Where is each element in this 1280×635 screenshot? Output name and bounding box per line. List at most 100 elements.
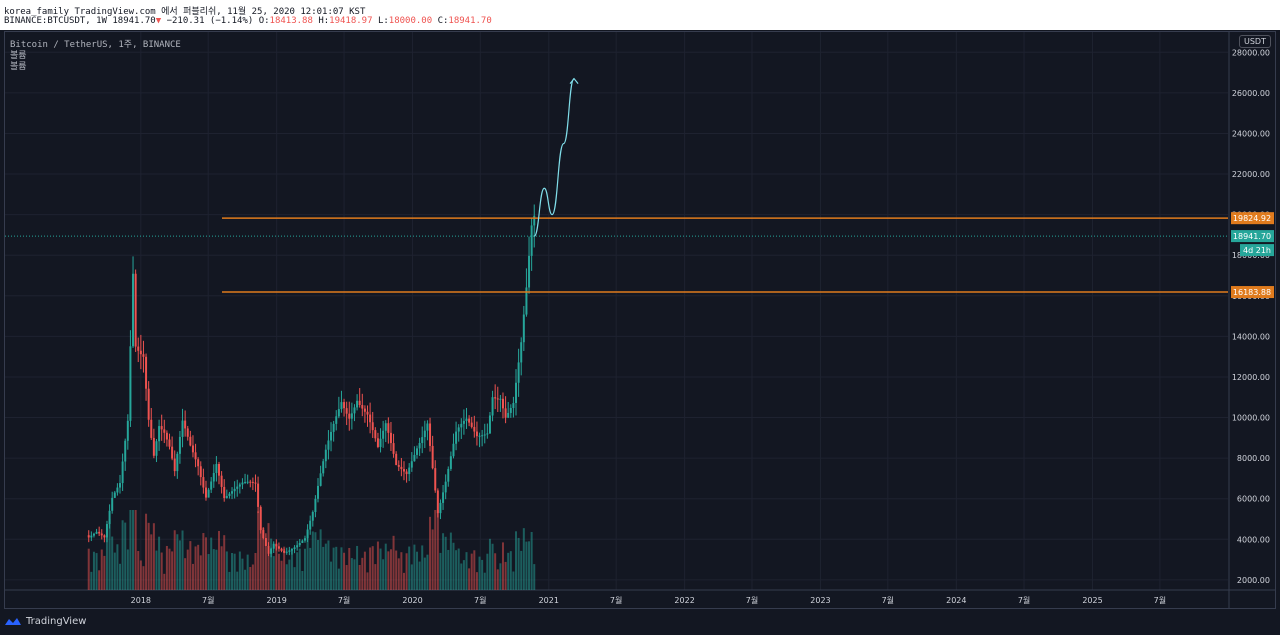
candle-body <box>337 409 340 417</box>
volume-bar <box>436 510 439 590</box>
y-tick-label: 14000.00 <box>1232 332 1270 341</box>
price-chart[interactable]: 2000.00 4000.00 6000.00 8000.00 10000.00 1200… <box>0 0 1280 610</box>
tradingview-icon <box>5 617 21 625</box>
volume-bar <box>139 560 142 590</box>
volume-bar <box>402 572 405 590</box>
volume-bar <box>181 530 184 590</box>
volume-bar <box>358 564 361 590</box>
volume-bar <box>452 542 455 590</box>
candle-body <box>319 473 322 486</box>
candle-body <box>228 493 231 496</box>
volume-bar <box>176 534 179 590</box>
volume-bar <box>447 549 450 590</box>
candle-body <box>220 475 223 487</box>
candle-body <box>301 540 304 543</box>
volume-bar <box>155 550 158 590</box>
volume-bar <box>400 552 403 590</box>
publish-info: korea_family TradingView.com 에서 퍼블리쉬, 11… <box>4 7 366 17</box>
volume-bar <box>275 545 278 590</box>
candle-body <box>129 346 132 421</box>
volume-bar <box>197 544 200 590</box>
candle-body <box>277 546 280 549</box>
volume-bar <box>126 549 129 590</box>
candle-body <box>186 428 189 437</box>
volume-bar <box>150 534 153 590</box>
candle-body <box>395 453 398 465</box>
volume-bar <box>283 546 286 590</box>
volume-bar <box>98 570 101 590</box>
currency-badge[interactable]: USDT <box>1239 35 1271 48</box>
footer <box>0 610 1280 635</box>
candle-body <box>358 400 361 405</box>
volume-bar <box>238 551 241 590</box>
low-label: L: <box>377 16 389 26</box>
candle-body <box>504 408 507 418</box>
volume-bar <box>186 549 189 590</box>
volume-bar <box>241 558 244 590</box>
volume-bar <box>90 571 93 590</box>
candle-body <box>335 416 338 424</box>
projection-curve <box>533 78 575 237</box>
candle-body <box>530 225 533 256</box>
candle-body <box>348 413 351 419</box>
candle-body <box>452 443 455 457</box>
volume-bar <box>533 564 536 590</box>
volume-bar <box>163 573 166 590</box>
candle-body <box>501 398 504 409</box>
candle-body <box>418 442 421 449</box>
candle-body <box>488 415 491 434</box>
candle-body <box>434 468 437 491</box>
volume-bar <box>147 522 150 590</box>
chart-frame[interactable] <box>4 31 1276 609</box>
volume-bar <box>202 533 205 590</box>
candle-body <box>173 458 176 472</box>
candle-body <box>462 420 465 424</box>
candle-body <box>152 437 155 456</box>
volume-bar <box>168 548 171 590</box>
volume-bar <box>249 567 252 590</box>
x-tick-label: 2021 <box>539 596 559 605</box>
volume-bar <box>121 520 124 590</box>
candle-body <box>246 481 249 483</box>
volume-bar <box>369 547 372 590</box>
volume-bar <box>246 554 249 590</box>
candle-body <box>363 408 366 412</box>
candle-body <box>520 342 523 363</box>
volume-bar <box>408 546 411 590</box>
volume-bar <box>356 545 359 590</box>
volume-bar <box>220 546 223 590</box>
volume-bar <box>124 522 127 590</box>
volume-bar <box>522 528 525 590</box>
candle-body <box>449 456 452 469</box>
candle-body <box>100 533 103 536</box>
volume-bar <box>481 559 484 590</box>
volume-bar <box>332 547 335 590</box>
candle-body <box>293 547 296 550</box>
volume-bar <box>207 554 210 590</box>
candle-body <box>199 466 202 478</box>
volume-bar <box>142 566 145 590</box>
candle-body <box>160 426 163 430</box>
volume-bar <box>244 569 247 590</box>
tradingview-logo[interactable]: TradingView <box>4 616 86 627</box>
volume-bar <box>525 541 528 590</box>
x-tick-label: 7월 <box>610 595 622 605</box>
volume-bar <box>298 548 301 590</box>
candle-body <box>517 362 520 383</box>
volume-bar <box>105 528 108 590</box>
x-tick-label: 2019 <box>267 596 287 605</box>
candle-body <box>525 287 528 315</box>
candle-body <box>447 468 450 482</box>
candle-body <box>184 420 187 429</box>
volume-bar <box>270 538 273 590</box>
volume-bar <box>108 518 111 590</box>
volume-bar <box>371 546 374 590</box>
volume-bar <box>488 538 491 590</box>
volume-bar <box>528 541 531 590</box>
candle-body <box>496 398 499 400</box>
candle-body <box>111 497 114 511</box>
candle-body <box>171 446 174 459</box>
volume-bar <box>348 547 351 590</box>
volume-bar <box>228 571 231 590</box>
candle-body <box>87 535 90 538</box>
